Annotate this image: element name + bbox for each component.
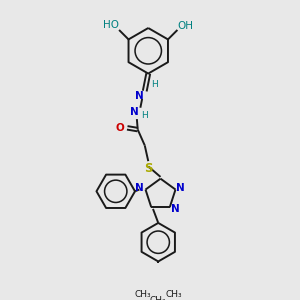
Text: N: N xyxy=(135,183,144,193)
Text: HO: HO xyxy=(103,20,119,30)
Text: H: H xyxy=(141,111,148,120)
Text: N: N xyxy=(171,204,179,214)
Text: CH₃: CH₃ xyxy=(134,290,151,299)
Text: CH₃: CH₃ xyxy=(166,290,182,299)
Text: O: O xyxy=(116,123,124,133)
Text: N: N xyxy=(176,183,185,193)
Text: N: N xyxy=(135,91,144,101)
Text: N: N xyxy=(130,107,139,117)
Text: OH: OH xyxy=(178,21,194,31)
Text: H: H xyxy=(151,80,158,89)
Text: S: S xyxy=(144,162,152,175)
Text: CH₃: CH₃ xyxy=(150,296,166,300)
